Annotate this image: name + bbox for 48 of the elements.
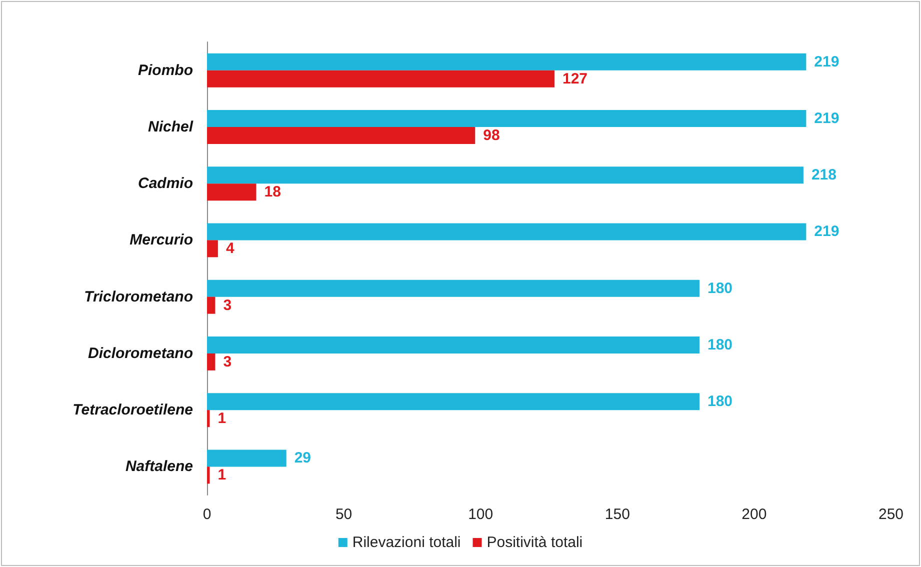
bar bbox=[207, 410, 210, 428]
data-label: 1 bbox=[218, 466, 226, 484]
data-label: 180 bbox=[707, 280, 733, 297]
data-label: 219 bbox=[814, 110, 840, 127]
bar bbox=[207, 53, 806, 70]
data-label: 3 bbox=[223, 296, 232, 314]
data-label: 127 bbox=[562, 70, 588, 88]
data-label: 180 bbox=[707, 336, 733, 354]
bar bbox=[207, 240, 218, 258]
bar bbox=[207, 450, 286, 467]
data-label: 29 bbox=[294, 450, 312, 467]
data-label: 18 bbox=[264, 184, 281, 201]
data-label: 1 bbox=[218, 410, 226, 428]
bar bbox=[207, 353, 216, 370]
bar bbox=[207, 184, 256, 201]
x-tick-label: 100 bbox=[468, 506, 494, 523]
data-label: 4 bbox=[226, 240, 235, 258]
x-tick-label: 250 bbox=[878, 506, 904, 523]
bar bbox=[207, 126, 476, 144]
bar bbox=[207, 223, 806, 240]
bar bbox=[207, 70, 554, 88]
data-label: 218 bbox=[811, 166, 836, 184]
y-tick-label: Mercurio bbox=[130, 232, 193, 249]
data-label: 219 bbox=[814, 53, 840, 70]
x-tick-label: 200 bbox=[742, 506, 767, 523]
bar bbox=[207, 166, 804, 184]
bar bbox=[207, 466, 210, 484]
y-tick-label: Triclorometano bbox=[84, 288, 193, 306]
bar bbox=[207, 336, 700, 354]
data-label: 219 bbox=[814, 223, 840, 240]
y-tick-label: Diclorometano bbox=[88, 344, 193, 362]
x-tick-label: 50 bbox=[335, 506, 352, 523]
y-tick-label: Naftalene bbox=[125, 458, 193, 476]
bar bbox=[207, 280, 700, 297]
data-label: 180 bbox=[707, 393, 733, 410]
legend-label: Positività totali bbox=[486, 534, 583, 551]
bar bbox=[207, 393, 700, 410]
x-tick-label: 150 bbox=[604, 506, 630, 523]
bar bbox=[207, 110, 806, 127]
y-tick-label: Nichel bbox=[148, 118, 194, 136]
y-tick-label: Cadmio bbox=[138, 175, 193, 192]
bar bbox=[207, 296, 216, 314]
legend-label: Rilevazioni totali bbox=[352, 534, 461, 551]
y-tick-label: Tetracloroetilene bbox=[72, 402, 193, 419]
data-label: 3 bbox=[223, 353, 232, 370]
data-label: 98 bbox=[483, 126, 500, 144]
x-tick-label: 0 bbox=[202, 506, 212, 523]
y-tick-label: Piombo bbox=[138, 62, 193, 79]
